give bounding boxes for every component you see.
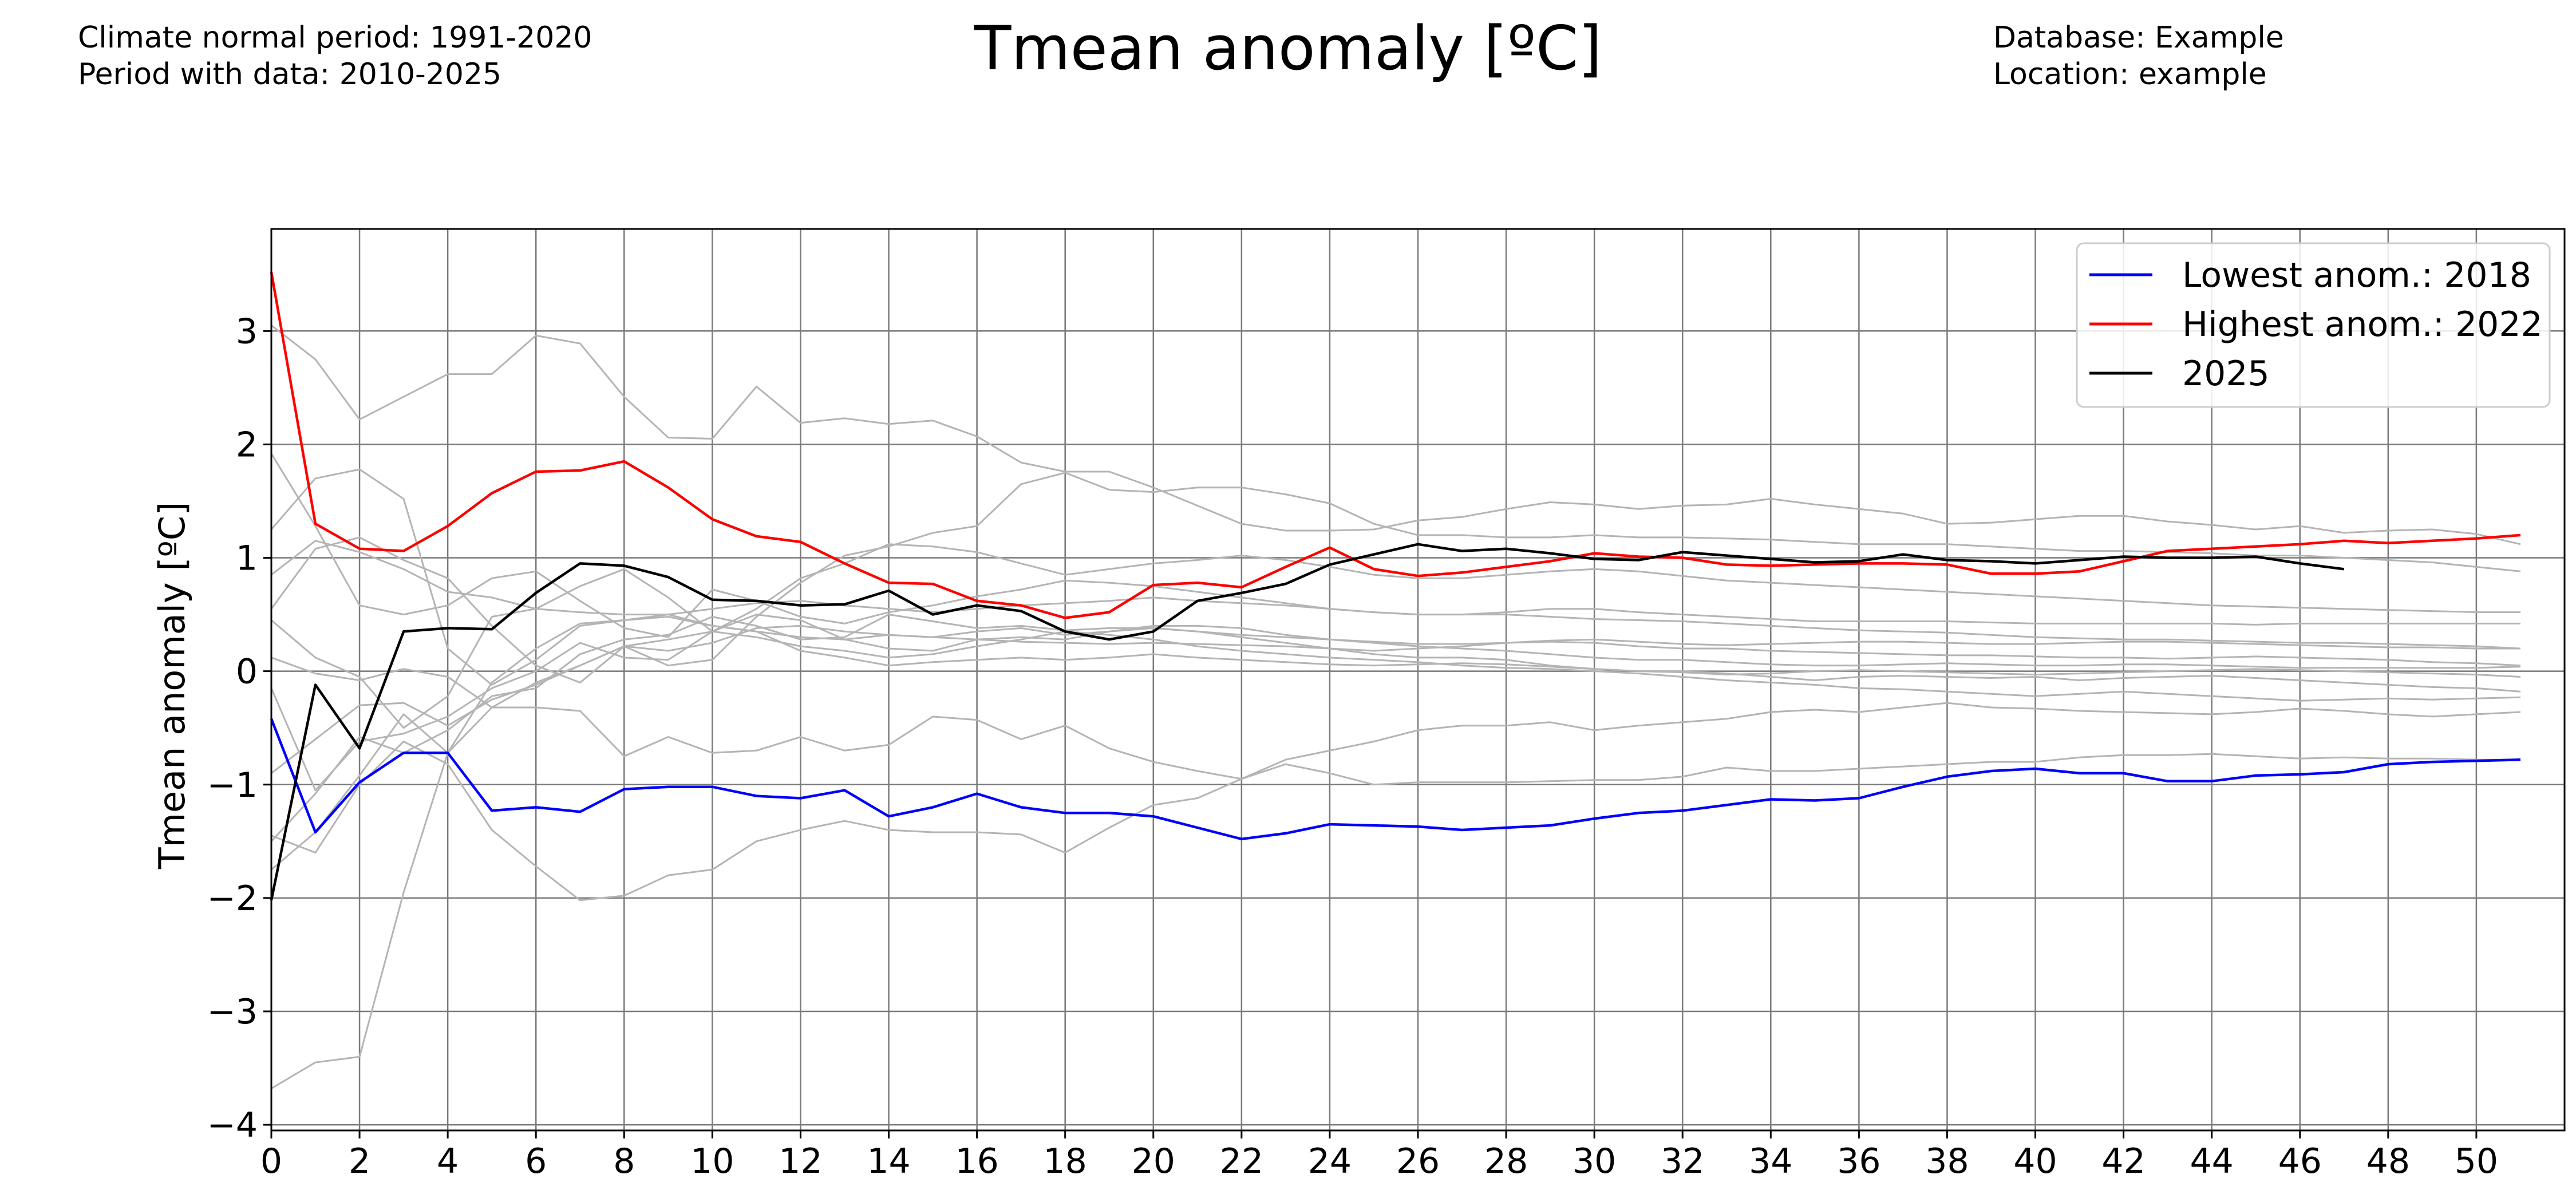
background-year-line <box>271 741 2520 902</box>
background-year-line <box>271 630 2521 774</box>
y-tick-label: −4 <box>207 1105 258 1145</box>
background-year-line <box>270 614 2520 842</box>
series-line-15 <box>270 543 2345 901</box>
background-year-line <box>271 624 2521 709</box>
database-label: Database: Example <box>1993 21 2284 55</box>
legend: Lowest anom.: 2018 Highest anom.: 2022 202… <box>2076 242 2551 408</box>
legend-label: 2025 <box>2182 354 2270 394</box>
x-tick-label: 46 <box>2278 1141 2322 1181</box>
y-tick-label: 3 <box>236 311 258 351</box>
background-year-line <box>271 543 2520 729</box>
x-tick-label: 22 <box>1220 1141 1263 1181</box>
x-tick-label: 44 <box>2190 1141 2234 1181</box>
legend-box <box>2076 242 2551 408</box>
x-tick-label: 10 <box>690 1141 734 1181</box>
meta-left: Climate normal period: 1991-2020 Period … <box>78 19 592 93</box>
background-year-line <box>270 472 2521 683</box>
y-tick-label: −2 <box>207 879 258 919</box>
x-tick-label: 32 <box>1661 1141 1704 1181</box>
x-tick-label: 14 <box>867 1141 910 1181</box>
y-tick-label: 1 <box>236 539 258 579</box>
background-year-line <box>271 702 2521 871</box>
x-tick-label: 24 <box>1308 1141 1352 1181</box>
x-tick-label: 38 <box>1925 1141 1969 1181</box>
background-year-line <box>270 468 2521 686</box>
background-year-line <box>271 540 2521 650</box>
x-tick-label: 48 <box>2366 1141 2410 1181</box>
chart-title: Tmean anomaly [ºC] <box>974 13 1602 84</box>
legend-label: Lowest anom.: 2018 <box>2182 255 2531 295</box>
y-tick-label: 2 <box>236 425 258 465</box>
x-tick-label: 2 <box>349 1141 370 1181</box>
x-tick-label: 40 <box>2013 1141 2057 1181</box>
y-tick-label: −1 <box>207 765 258 805</box>
location-label: Location: example <box>1993 57 2267 92</box>
x-tick-label: 16 <box>955 1141 998 1181</box>
x-tick-label: 12 <box>779 1141 822 1181</box>
series-lines <box>270 271 2521 1089</box>
x-tick-label: 4 <box>437 1141 459 1181</box>
climate-normal-period: Climate normal period: 1991-2020 <box>78 21 592 55</box>
x-tick-label: 6 <box>525 1141 547 1181</box>
y-axis-label: Tmean anomaly [ºC] <box>151 502 193 870</box>
x-tick-label: 26 <box>1396 1141 1440 1181</box>
axis-ticks: 0 2 4 6 8 10 12 14 16 18 20 22 24 26 28 30 32 34 36 38 40 42 4… <box>207 311 2499 1181</box>
x-tick-label: 18 <box>1044 1141 1087 1181</box>
background-year-line <box>270 453 2520 638</box>
background-year-line <box>270 614 2521 792</box>
period-with-data: Period with data: 2010-2025 <box>78 57 502 92</box>
meta-right: Database: Example Location: example <box>1993 19 2284 93</box>
y-tick-label: −3 <box>207 992 258 1032</box>
x-tick-label: 28 <box>1484 1141 1528 1181</box>
x-tick-label: 0 <box>260 1141 282 1181</box>
x-tick-label: 50 <box>2455 1141 2498 1181</box>
x-tick-label: 36 <box>1837 1141 1880 1181</box>
x-tick-label: 8 <box>613 1141 635 1181</box>
x-tick-label: 42 <box>2101 1141 2145 1181</box>
y-tick-label: 0 <box>236 652 258 692</box>
legend-label: Highest anom.: 2022 <box>2182 305 2543 345</box>
background-year-line <box>271 325 2521 545</box>
series-line-13 <box>270 718 2521 841</box>
background-year-line <box>271 614 2521 1089</box>
x-tick-label: 20 <box>1132 1141 1175 1181</box>
x-tick-label: 34 <box>1749 1141 1792 1181</box>
x-tick-label: 30 <box>1573 1141 1616 1181</box>
